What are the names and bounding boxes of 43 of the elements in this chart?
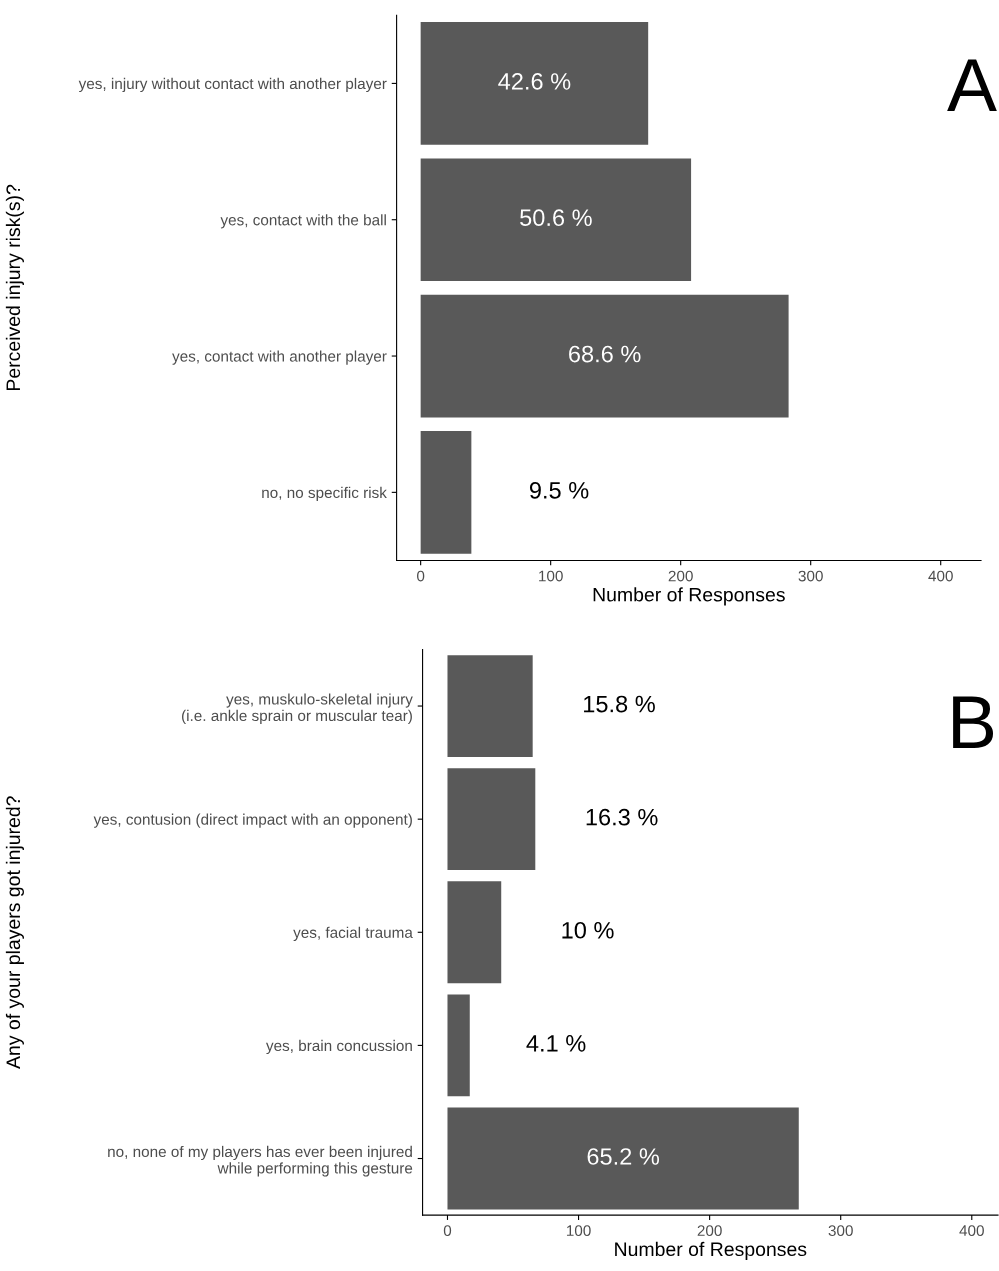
y-tick-label: yes, contusion (direct impact with an opponent) — [93, 813, 412, 828]
x-tick-label: 0 — [417, 570, 425, 582]
bar — [420, 158, 692, 282]
x-tick-label: 100 — [566, 1225, 591, 1237]
bar — [447, 994, 470, 1097]
annotation: B — [953, 696, 994, 749]
bar — [420, 22, 649, 145]
y-tick-label: yes, facial trauma — [293, 926, 413, 941]
y-tick-label: yes, muskulo-skeletal injury (i.e. ankle sprain or muscular tear) — [182, 693, 413, 725]
annotation: 68.6 % — [569, 345, 641, 363]
annotation: 10 % — [562, 921, 614, 939]
bar — [447, 881, 502, 984]
annotation: 50.6 % — [520, 209, 592, 227]
x-tick-label: 300 — [828, 1225, 853, 1237]
annotation: 9.5 % — [529, 481, 589, 499]
y-axis-title: Any of your players got injured? — [5, 796, 24, 1069]
x-axis-title: Number of Responses — [615, 1241, 807, 1260]
annotation: 4.1 % — [526, 1035, 586, 1052]
y-tick-label: no, no specific risk — [262, 486, 387, 502]
annotation: 65.2 % — [587, 1148, 660, 1165]
bar — [447, 1107, 799, 1210]
y-tick-label: yes, brain concussion — [265, 1039, 412, 1055]
annotation: A — [947, 59, 997, 111]
bar — [420, 294, 789, 418]
annotation: 42.6 % — [498, 73, 571, 90]
bar — [447, 655, 533, 757]
x-tick-label: 200 — [668, 570, 693, 582]
annotation: 15.8 % — [584, 695, 655, 713]
x-axis-title: Number of Responses — [593, 587, 785, 606]
y-tick-label: yes, injury without contact with another player — [78, 77, 387, 93]
y-tick-label: yes, contact with another player — [172, 350, 387, 365]
y-axis-title: Perceived injury risk(s)? — [5, 184, 24, 391]
bar — [420, 431, 472, 554]
bar — [447, 768, 536, 871]
x-tick-label: 200 — [697, 1225, 722, 1237]
annotation: 16.3 % — [586, 808, 658, 826]
y-tick-label: no, none of my players has ever been injured while performing this gesture — [108, 1145, 413, 1177]
x-tick-label: 400 — [959, 1225, 984, 1237]
x-tick-label: 300 — [798, 570, 823, 582]
x-tick-label: 0 — [443, 1225, 452, 1237]
y-tick-label: yes, contact with the ball — [220, 214, 386, 229]
x-tick-label: 400 — [928, 570, 953, 582]
x-tick-label: 100 — [539, 570, 563, 582]
